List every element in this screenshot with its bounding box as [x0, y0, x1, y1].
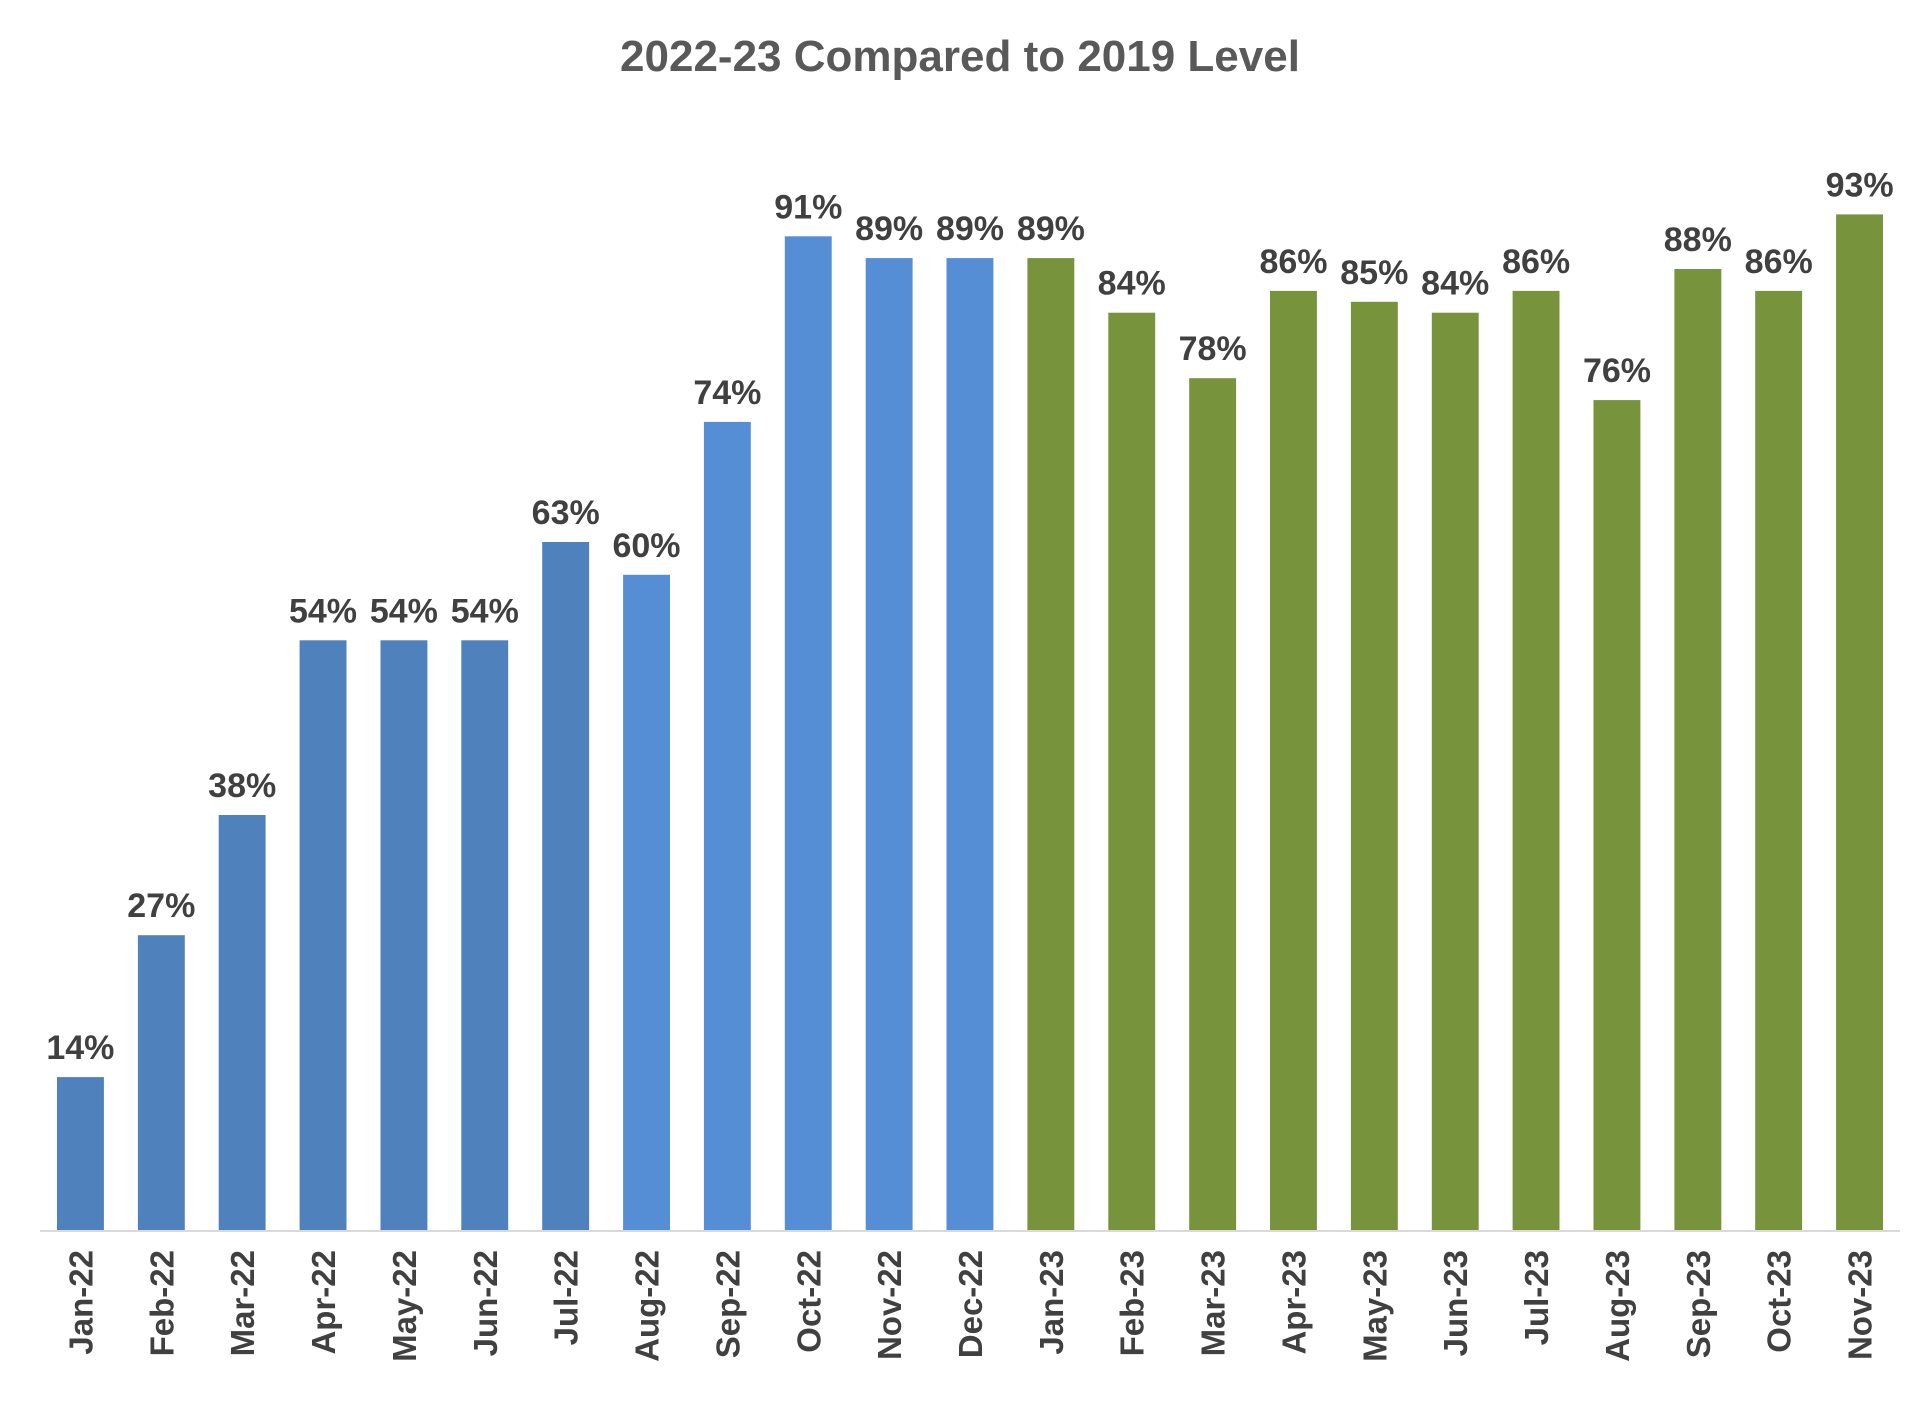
- x-tick-label: Jun-23: [1437, 1250, 1474, 1356]
- value-label: 63%: [532, 494, 600, 532]
- bar-oct-23: [1755, 290, 1803, 1230]
- value-label: 93%: [1826, 166, 1894, 204]
- value-label: 27%: [127, 887, 195, 925]
- value-label: 86%: [1502, 243, 1570, 281]
- x-tick-label: Jun-22: [467, 1250, 504, 1356]
- value-label: 74%: [693, 374, 761, 412]
- bar-jul-23: [1512, 290, 1560, 1230]
- value-label: 38%: [208, 767, 276, 805]
- bar-may-23: [1350, 301, 1398, 1230]
- bar-apr-23: [1270, 290, 1317, 1230]
- value-label: 84%: [1421, 265, 1489, 303]
- x-tick-label: Apr-23: [1276, 1250, 1313, 1355]
- bar-jan-22: [57, 1077, 104, 1230]
- x-tick-label: Mar-22: [224, 1250, 261, 1356]
- x-tick-label: Nov-22: [871, 1250, 908, 1360]
- value-label: 14%: [46, 1029, 114, 1067]
- x-tick-label: Oct-23: [1761, 1250, 1798, 1353]
- value-label: 89%: [855, 210, 923, 248]
- x-tick-label: Aug-23: [1599, 1250, 1636, 1362]
- value-label: 85%: [1340, 254, 1408, 292]
- chart-title: 2022-23 Compared to 2019 Level: [620, 32, 1300, 81]
- x-tick-label: Dec-22: [952, 1250, 989, 1358]
- value-label: 54%: [451, 592, 519, 630]
- x-tick-label: Mar-23: [1195, 1250, 1232, 1356]
- x-tick-label: May-22: [386, 1250, 423, 1362]
- x-tick-label: Jul-22: [548, 1250, 585, 1345]
- bar-dec-22: [946, 258, 994, 1231]
- bar-nov-22: [865, 258, 913, 1231]
- value-label: 54%: [289, 592, 357, 630]
- value-label: 76%: [1583, 352, 1651, 390]
- x-tick-label: Feb-23: [1114, 1250, 1151, 1356]
- x-tick-label: Apr-22: [305, 1250, 342, 1355]
- x-tick-label: Sep-23: [1680, 1250, 1717, 1358]
- x-tick-label: Jan-23: [1033, 1250, 1070, 1355]
- bar-feb-23: [1108, 312, 1156, 1230]
- value-label: 54%: [370, 592, 438, 630]
- bar-mar-22: [218, 815, 266, 1230]
- bar-jan-23: [1027, 258, 1075, 1231]
- x-tick-label: Aug-22: [629, 1250, 666, 1362]
- value-label: 60%: [612, 527, 680, 565]
- x-tick-label: Sep-22: [709, 1250, 746, 1358]
- value-labels-layer: 14% 27% 38% 54% 54% 54% 63% 60% 74% 91% 89% 89% 89% 8…: [46, 166, 1893, 1067]
- x-tick-label: Nov-23: [1842, 1250, 1879, 1360]
- x-tick-label: Jul-23: [1518, 1250, 1555, 1345]
- bar-oct-22: [784, 236, 832, 1231]
- value-label: 84%: [1098, 265, 1166, 303]
- bar-may-22: [380, 640, 428, 1230]
- x-tick-label: May-23: [1356, 1250, 1393, 1362]
- bar-aug-22: [623, 574, 670, 1230]
- x-tick-label: Oct-22: [790, 1250, 827, 1353]
- bar-sep-23: [1674, 269, 1722, 1230]
- x-tick-labels-layer: Jan-22 Feb-22 Mar-22 Apr-22 May-22 Jun-22 Jul-…: [62, 1250, 1878, 1362]
- bar-jul-22: [542, 542, 590, 1230]
- bar-feb-22: [137, 935, 185, 1230]
- bar-mar-23: [1189, 378, 1237, 1230]
- bar-nov-23: [1836, 214, 1883, 1230]
- value-label: 86%: [1745, 243, 1813, 281]
- bar-aug-23: [1593, 400, 1641, 1231]
- x-tick-label: Jan-22: [62, 1250, 99, 1355]
- value-label: 89%: [1017, 210, 1085, 248]
- value-label: 78%: [1179, 330, 1247, 368]
- bar-sep-22: [703, 421, 751, 1230]
- x-tick-label: Feb-22: [143, 1250, 180, 1356]
- bar-apr-22: [299, 640, 347, 1230]
- value-label: 86%: [1259, 243, 1327, 281]
- value-label: 88%: [1664, 221, 1732, 259]
- bars-layer: [57, 214, 1883, 1231]
- bar-jun-23: [1431, 312, 1479, 1230]
- value-label: 91%: [774, 188, 842, 226]
- bar-jun-22: [461, 640, 509, 1230]
- value-label: 89%: [936, 210, 1004, 248]
